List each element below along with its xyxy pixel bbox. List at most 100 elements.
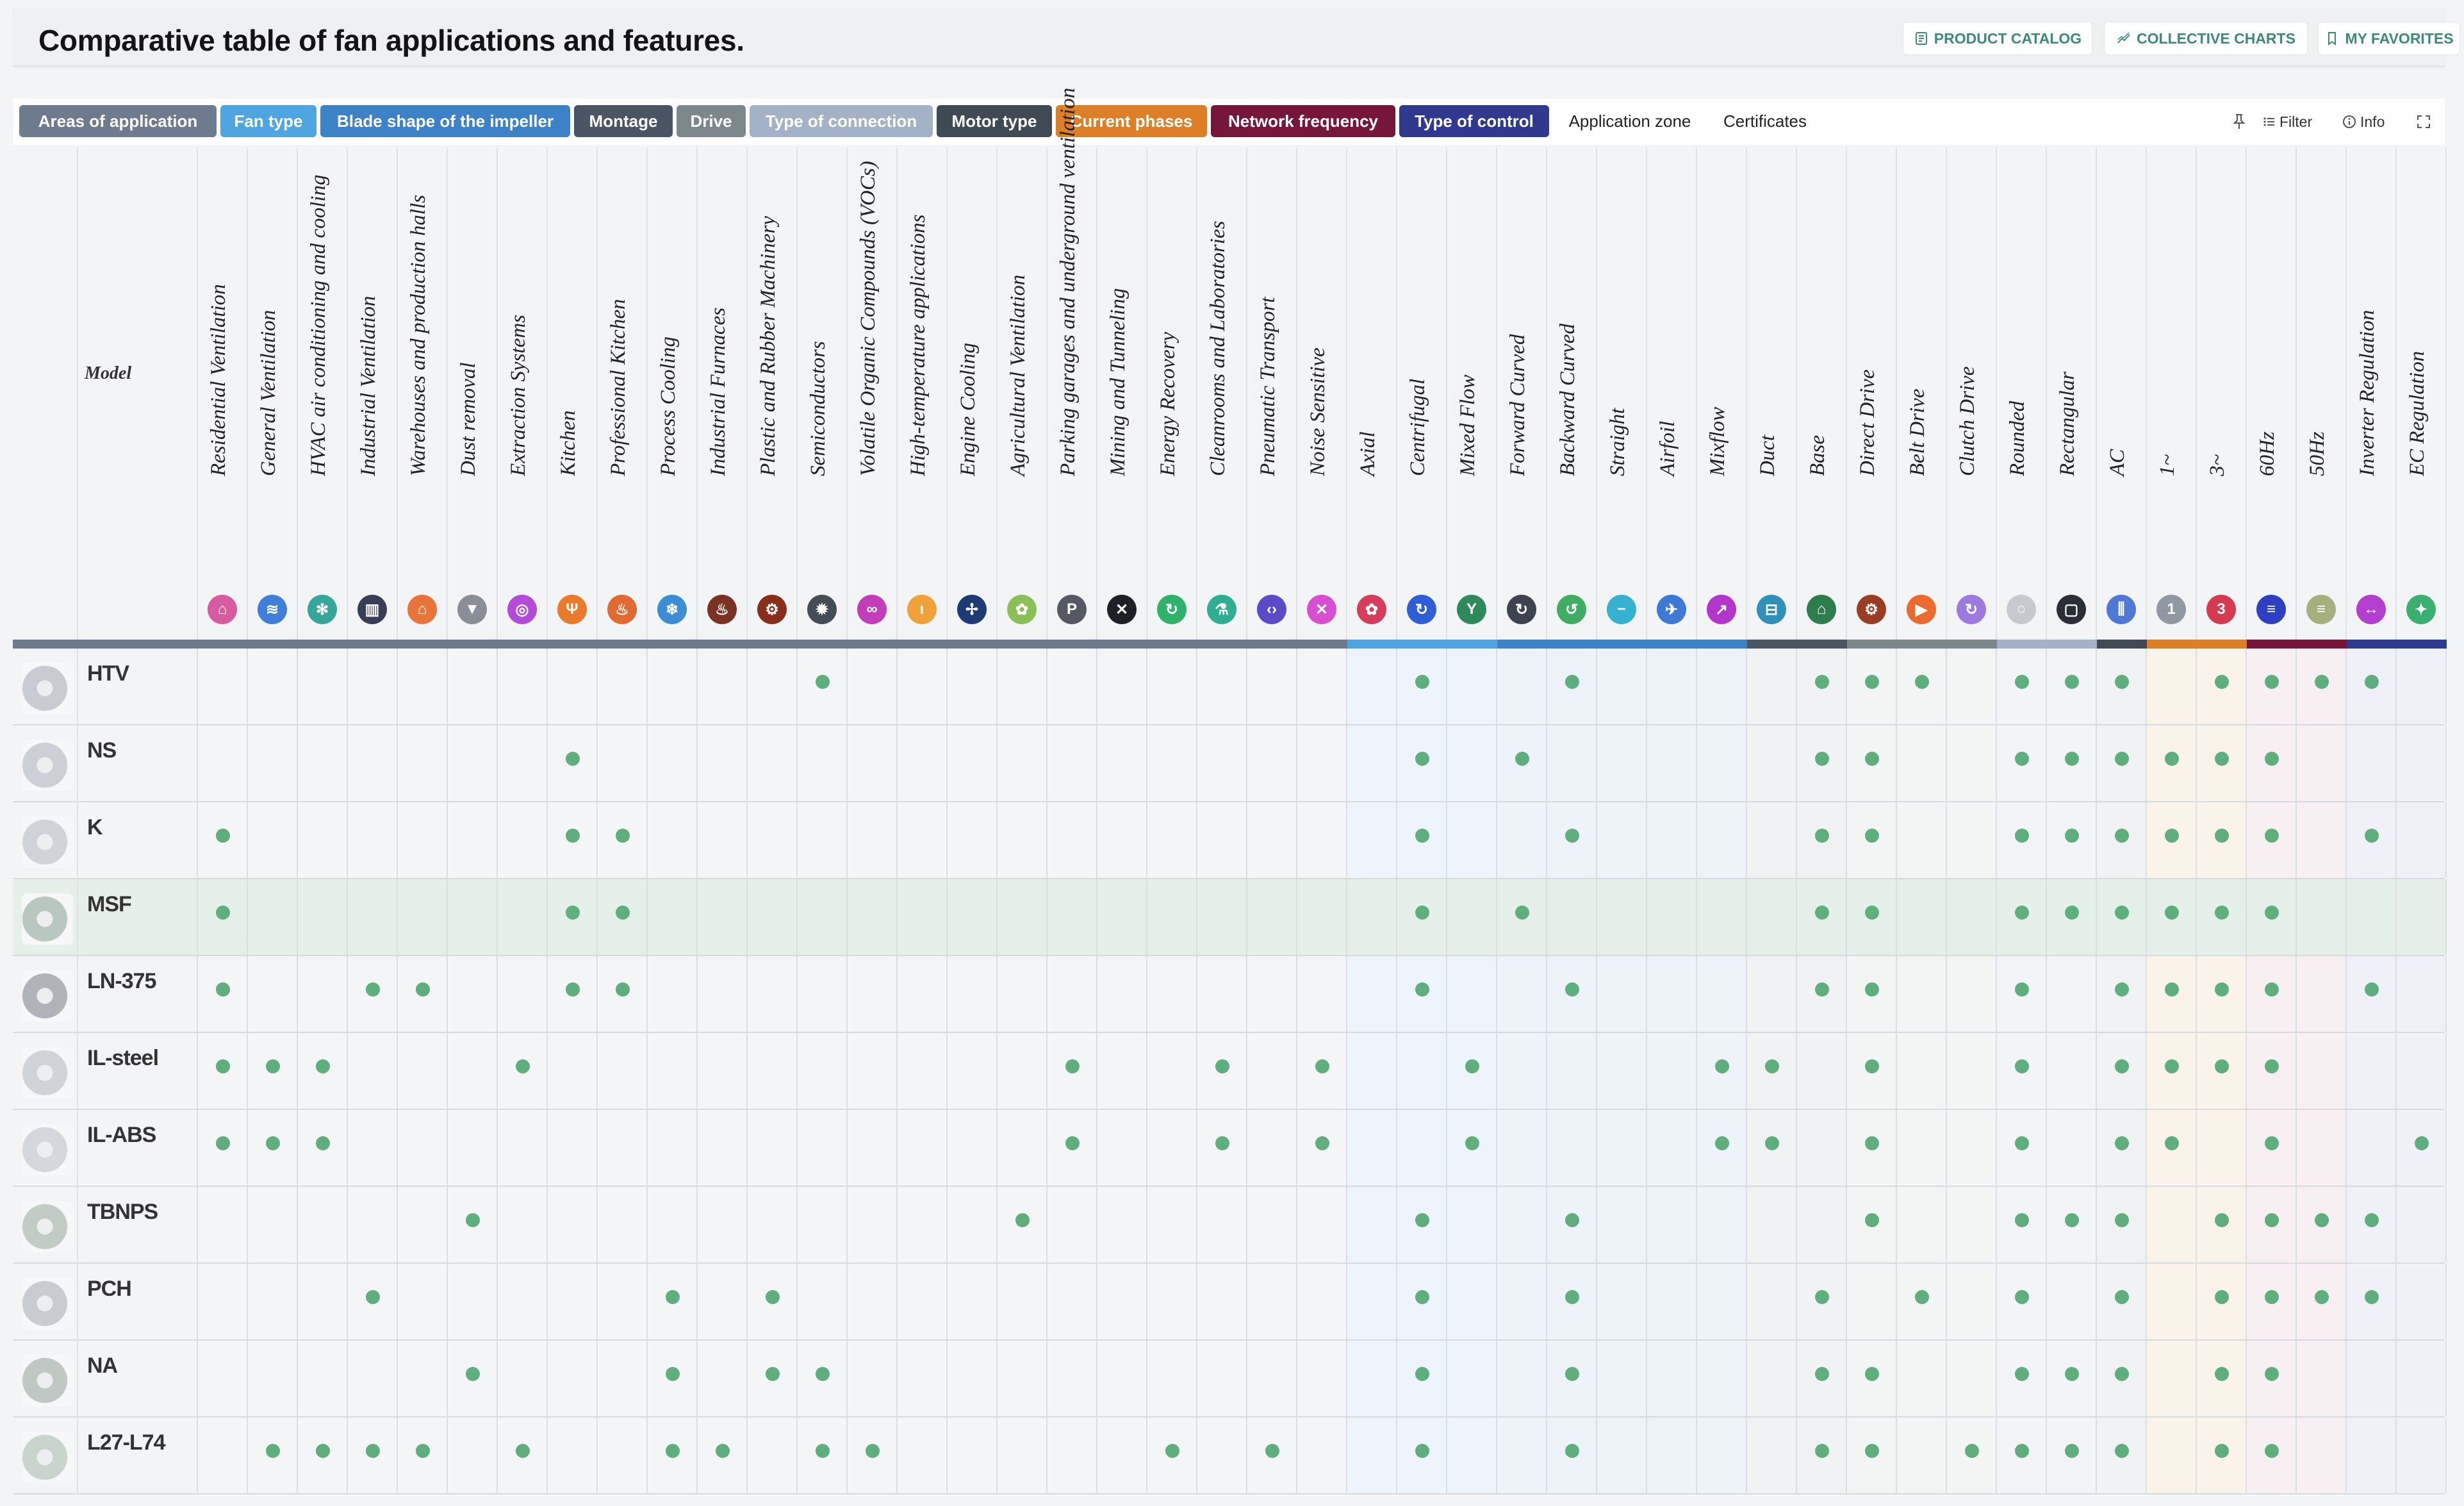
group-bar-segment [548, 640, 598, 649]
model-name[interactable]: HTV [87, 661, 129, 686]
product-thumbnail[interactable] [22, 663, 73, 714]
fan-icon[interactable]: ✢ [957, 595, 987, 624]
model-name[interactable]: NS [87, 738, 117, 763]
model-name[interactable]: IL-ABS [87, 1123, 156, 1147]
recycle-icon[interactable]: ↻ [1157, 595, 1187, 624]
table-row[interactable]: NS [13, 725, 2447, 802]
table-row[interactable]: K [13, 802, 2447, 879]
product-thumbnail[interactable] [22, 970, 73, 1022]
clutch-icon[interactable]: ↻ [1957, 595, 1986, 624]
tractor-icon[interactable]: ✿ [1007, 595, 1037, 624]
straight-icon[interactable]: − [1607, 595, 1636, 624]
product-thumbnail[interactable] [22, 1201, 73, 1252]
product-thumbnail[interactable] [22, 740, 73, 791]
robot-arm-icon[interactable]: ⚙ [757, 595, 787, 624]
parking-icon[interactable]: P [1057, 595, 1087, 624]
tab-certificates[interactable]: Certificates [1711, 105, 1819, 137]
table-row[interactable]: PCH [13, 1264, 2447, 1341]
voc-icon[interactable]: ∞ [857, 595, 887, 624]
one-phase-icon[interactable]: 1 [2156, 595, 2186, 624]
info-button[interactable]: Info [2342, 110, 2385, 133]
tab-montage[interactable]: Montage [574, 105, 673, 137]
circle-icon[interactable]: ○ [2007, 595, 2036, 624]
model-name[interactable]: LN-375 [87, 969, 156, 993]
tab-type-of-control[interactable]: Type of control [1399, 105, 1549, 137]
wave-60-icon[interactable]: ≡ [2256, 595, 2286, 624]
gear-icon[interactable]: ⚙ [1857, 595, 1886, 624]
table-cell [2397, 1418, 2447, 1493]
tab-network-frequency[interactable]: Network frequency [1211, 105, 1395, 137]
product-catalog-button[interactable]: PRODUCT CATALOG [1903, 22, 2092, 55]
filter-button[interactable]: Filter [2263, 110, 2312, 133]
model-name[interactable]: NA [87, 1353, 118, 1378]
tab-fan-type[interactable]: Fan type [220, 105, 316, 137]
warehouse-icon[interactable]: ⌂ [407, 595, 437, 624]
tab-areas-of-application[interactable]: Areas of application [19, 105, 217, 137]
funnel-icon[interactable]: ▼ [457, 595, 487, 624]
backward-curved-icon[interactable]: ↺ [1557, 595, 1586, 624]
thermometer-icon[interactable]: ı [907, 595, 937, 624]
cutlery-icon[interactable]: Ψ [557, 595, 587, 624]
chip-icon[interactable]: ✹ [807, 595, 837, 624]
trend-icon[interactable]: ↗ [1707, 595, 1736, 624]
table-row[interactable]: MSF [13, 879, 2447, 956]
product-thumbnail[interactable] [22, 1278, 73, 1329]
extractor-icon[interactable]: ◎ [507, 595, 537, 624]
axial-fan-icon[interactable]: ✿ [1357, 595, 1386, 624]
model-name[interactable]: IL-steel [87, 1046, 159, 1070]
snowflake-icon[interactable]: ✻ [308, 595, 337, 624]
table-row[interactable]: LN-375 [13, 956, 2447, 1033]
mixed-flow-icon[interactable]: Y [1457, 595, 1486, 624]
product-thumbnail[interactable] [22, 1047, 73, 1098]
model-name[interactable]: TBNPS [87, 1200, 158, 1224]
home-icon[interactable]: ⌂ [208, 595, 237, 624]
airplane-icon[interactable]: ✈ [1657, 595, 1686, 624]
wave-50-icon[interactable]: ≡ [2306, 595, 2336, 624]
table-row[interactable]: IL-ABS [13, 1110, 2447, 1187]
my-favorites-button[interactable]: MY FAVORITES [2318, 22, 2460, 55]
chef-icon[interactable]: ♨ [607, 595, 637, 624]
belt-icon[interactable]: ▶ [1907, 595, 1936, 624]
tab-drive[interactable]: Drive [677, 105, 746, 137]
product-thumbnail[interactable] [22, 1432, 73, 1483]
inverter-icon[interactable]: ↔ [2356, 595, 2386, 624]
table-row[interactable]: L27-L74 [13, 1418, 2447, 1494]
table-cell [1597, 802, 1647, 878]
flask-icon[interactable]: ⚗ [1207, 595, 1236, 624]
tab-blade-shape[interactable]: Blade shape of the impeller [320, 105, 570, 137]
tab-motor-type[interactable]: Motor type [937, 105, 1052, 137]
flame-icon[interactable]: ♨ [707, 595, 737, 624]
product-thumbnail[interactable] [22, 893, 73, 945]
three-phase-icon[interactable]: 3 [2206, 595, 2236, 624]
model-name[interactable]: K [87, 815, 103, 840]
ac-icon[interactable]: ⫼ [2107, 595, 2136, 624]
fullscreen-button[interactable] [2417, 110, 2431, 133]
model-name[interactable]: L27-L74 [87, 1430, 165, 1455]
tab-application-zone[interactable]: Application zone [1553, 105, 1707, 137]
mute-icon[interactable]: ✕ [1307, 595, 1336, 624]
product-thumbnail[interactable] [22, 816, 73, 868]
product-thumbnail[interactable] [22, 1124, 73, 1175]
tab-type-of-connection[interactable]: Type of connection [750, 105, 933, 137]
pickaxe-icon[interactable]: ✕ [1107, 595, 1137, 624]
product-thumbnail[interactable] [22, 1355, 73, 1406]
pin-button[interactable] [2232, 110, 2246, 133]
forward-curved-icon[interactable]: ↻ [1507, 595, 1536, 624]
base-icon[interactable]: ⌂ [1807, 595, 1836, 624]
collective-charts-button[interactable]: COLLECTIVE CHARTS [2104, 22, 2308, 55]
table-row[interactable]: TBNPS [13, 1187, 2447, 1264]
table-row[interactable]: NA [13, 1341, 2447, 1418]
cooling-icon[interactable]: ❄ [657, 595, 687, 624]
model-name[interactable]: MSF [87, 892, 132, 916]
table-row[interactable]: HTV [13, 649, 2447, 725]
ec-icon[interactable]: ✦ [2406, 595, 2436, 624]
factory-icon[interactable]: ▥ [357, 595, 387, 624]
rectangle-icon[interactable]: ▢ [2057, 595, 2086, 624]
duct-icon[interactable]: ⊟ [1757, 595, 1786, 624]
table-row[interactable]: IL-steel [13, 1033, 2447, 1110]
air-flow-icon[interactable]: ≋ [258, 595, 287, 624]
tab-current-phases[interactable]: Current phases [1056, 105, 1207, 137]
centrifugal-icon[interactable]: ↻ [1407, 595, 1436, 624]
model-name[interactable]: PCH [87, 1277, 132, 1301]
transport-icon[interactable]: ‹› [1257, 595, 1286, 624]
